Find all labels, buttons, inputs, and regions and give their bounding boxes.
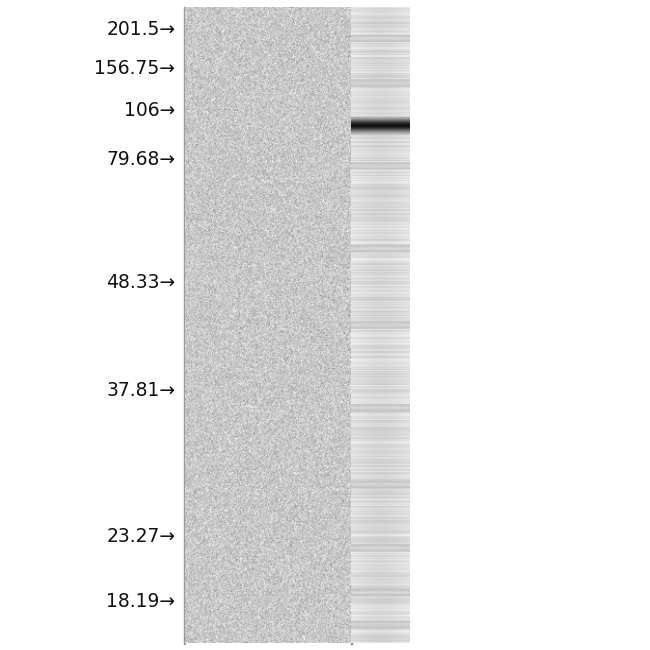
Bar bbox=[351, 6, 352, 644]
Text: 48.33→: 48.33→ bbox=[106, 273, 176, 292]
Bar bbox=[184, 6, 185, 644]
Text: 37.81→: 37.81→ bbox=[107, 380, 176, 400]
Text: 156.75→: 156.75→ bbox=[94, 58, 176, 78]
Text: 18.19→: 18.19→ bbox=[107, 592, 176, 611]
Text: 79.68→: 79.68→ bbox=[107, 150, 176, 169]
Text: 201.5→: 201.5→ bbox=[107, 20, 176, 39]
Text: 106→: 106→ bbox=[124, 101, 176, 120]
Text: 23.27→: 23.27→ bbox=[107, 526, 176, 546]
